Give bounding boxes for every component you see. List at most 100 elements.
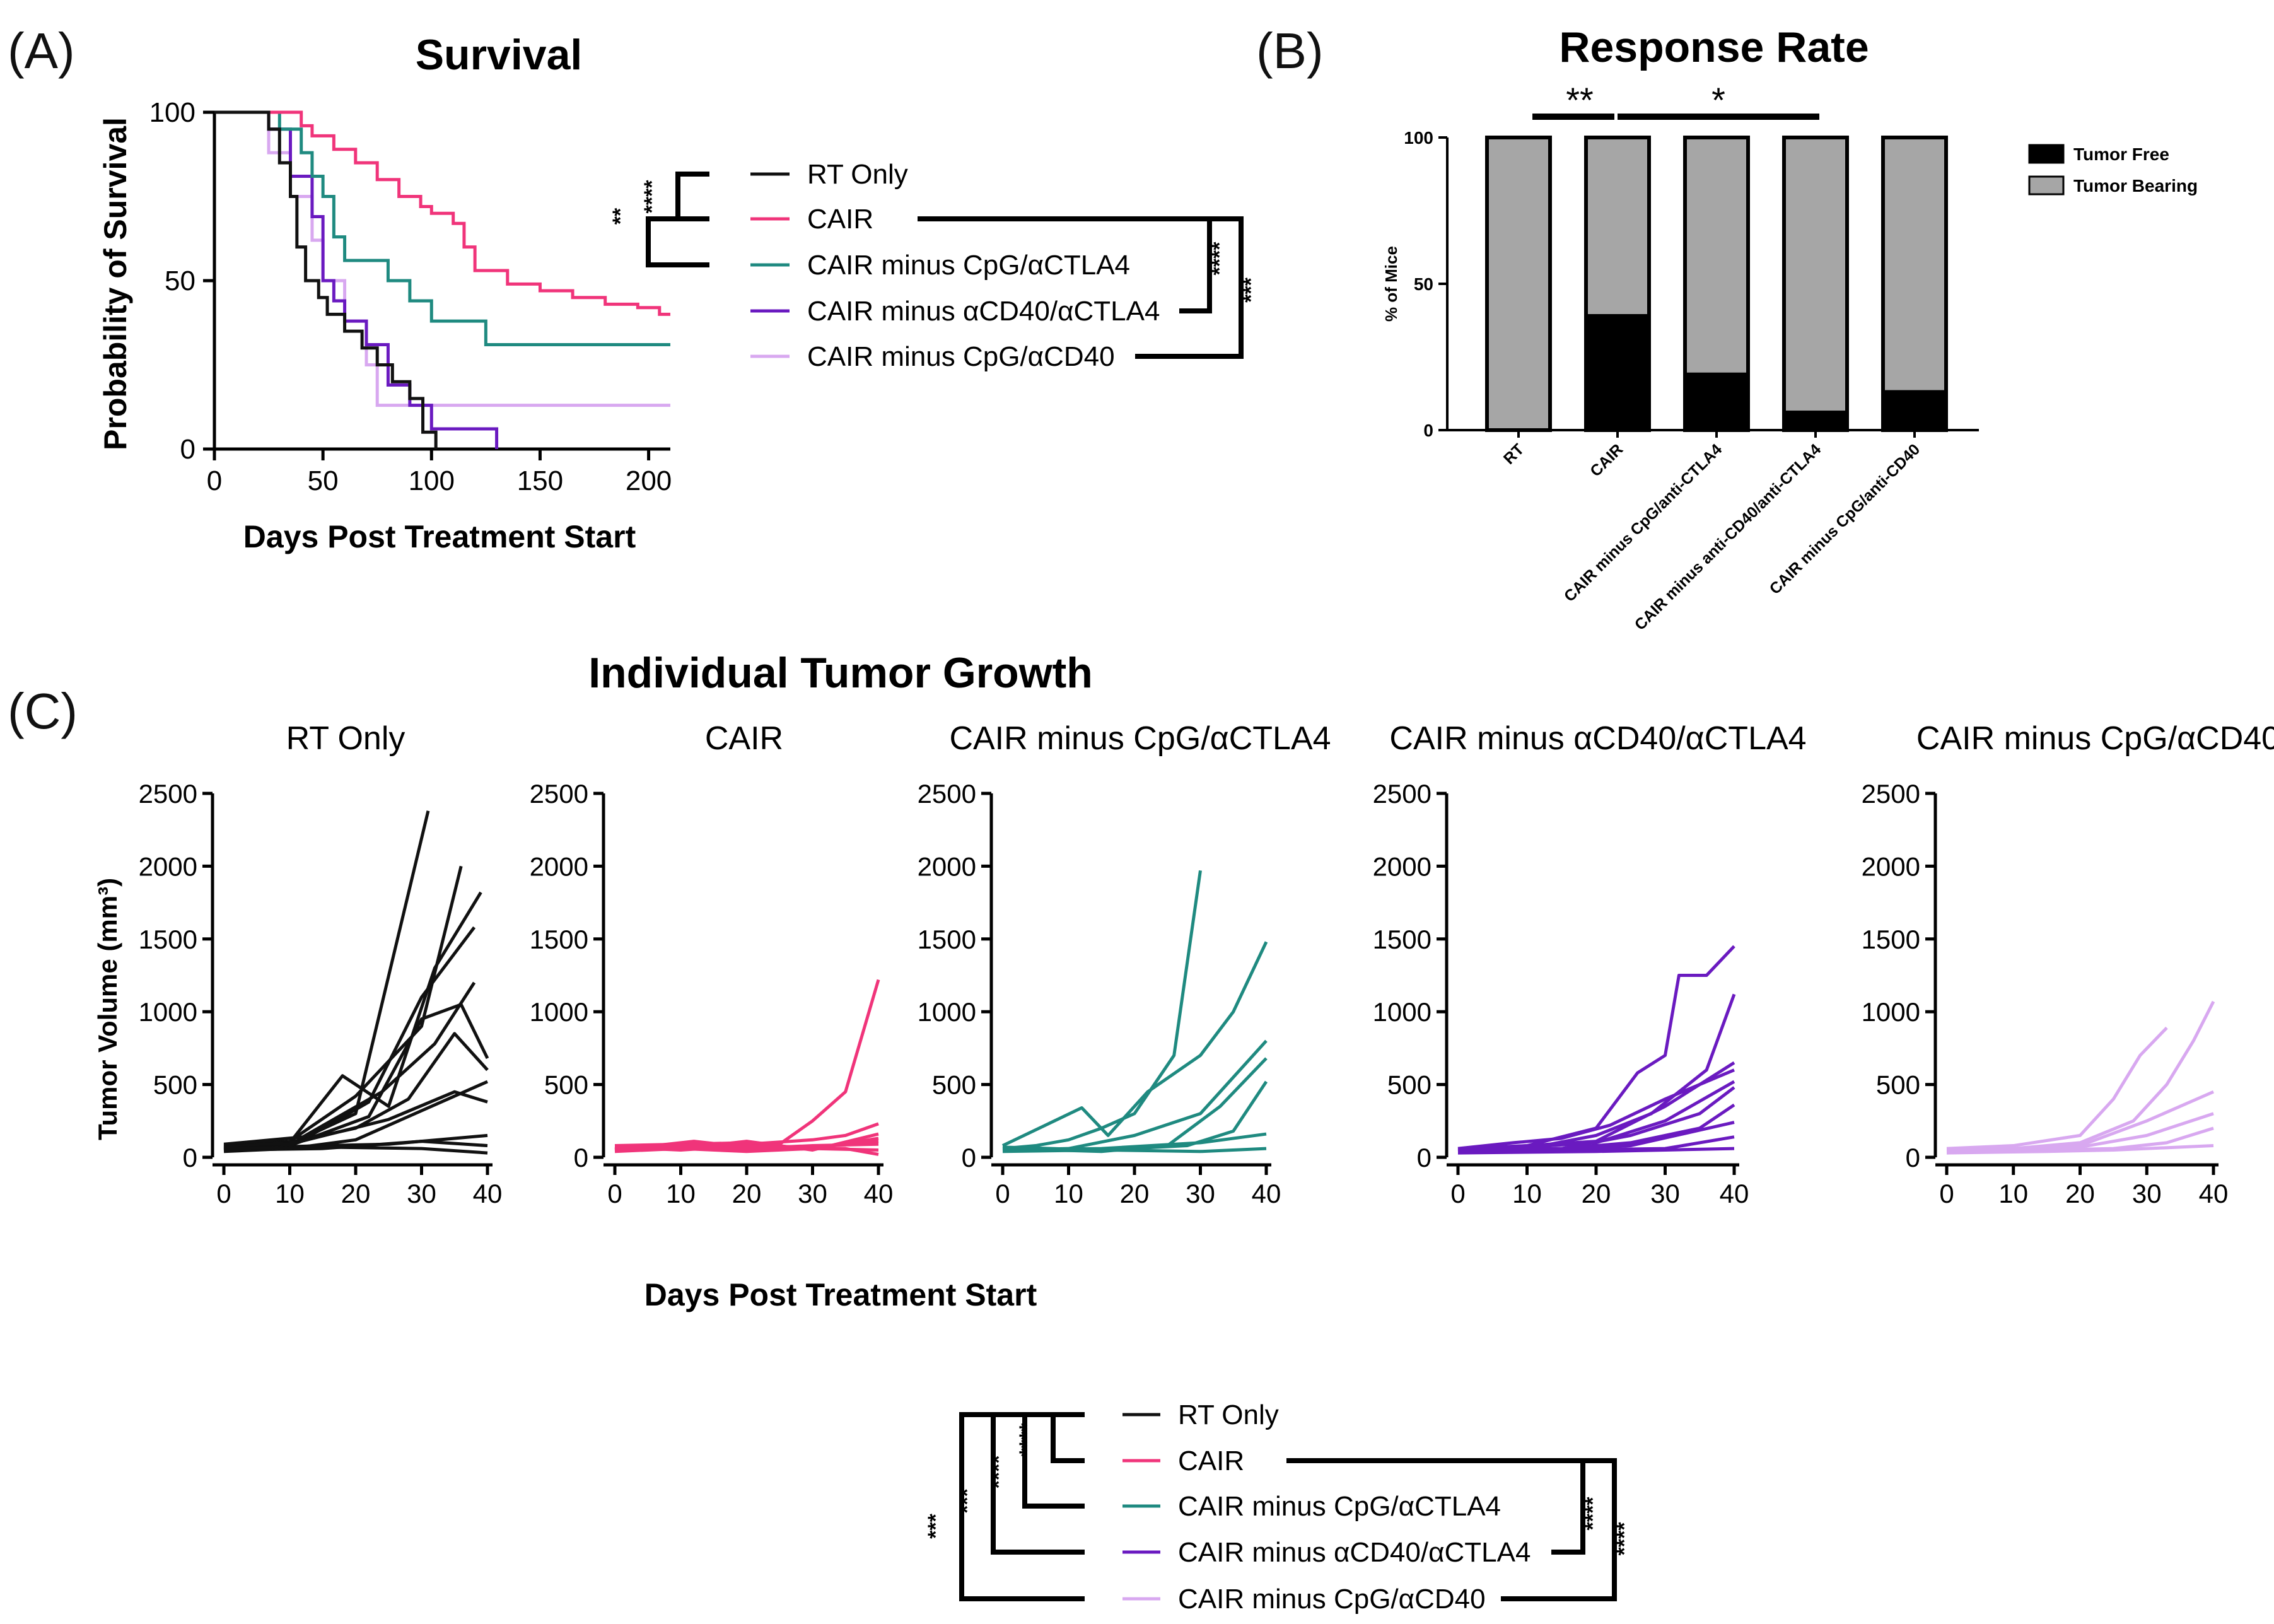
bar-tumor-free — [1584, 314, 1651, 433]
tumor-bracket — [1051, 1412, 1085, 1463]
tumor-bracket — [959, 1412, 1085, 1601]
tumor-x-tick-label: 40 — [473, 1179, 503, 1208]
tumor-panel-title: RT Only — [286, 720, 405, 757]
tumor-x-tick-label: 0 — [995, 1179, 1010, 1208]
tumor-panel-title: CAIR minus CpG/αCD40 — [1916, 720, 2274, 757]
bar-tumor-bearing — [1683, 136, 1750, 377]
response-title: Response Rate — [1559, 23, 1869, 71]
legend-label-tumor-free: Tumor Free — [2073, 144, 2169, 164]
response-rate-chart: Response Rate % of Mice 0 50 100 RT CAIRCAIR… — [1382, 23, 2198, 634]
survival-y-tick-label: 100 — [149, 97, 195, 128]
tumor-y-tick-label: 2000 — [1862, 851, 1920, 881]
tumor-curve — [1457, 1068, 1735, 1150]
tumor-significance-label: **** — [987, 1455, 1011, 1489]
survival-x-tick-label: 0 — [207, 465, 222, 496]
tumor-y-tick-label: 500 — [544, 1070, 588, 1100]
tumor-y-tick-label: 1000 — [1373, 997, 1431, 1027]
tumor-legend-label: CAIR minus CpG/αCTLA4 — [1178, 1491, 1501, 1522]
tumor-curve — [223, 1090, 488, 1148]
response-category-label: CAIR — [1587, 440, 1626, 480]
tumor-y-tick-label: 0 — [574, 1143, 588, 1172]
tumor-panel-title: CAIR minus CpG/αCTLA4 — [949, 720, 1331, 757]
survival-x-tick-label: 100 — [409, 465, 455, 496]
tumor-curve — [1458, 1135, 1735, 1152]
response-category-label: CAIR minus CpG/anti-CTLA4 — [1561, 440, 1725, 605]
survival-curve-cair-minus-acd40-actla4 — [214, 110, 499, 449]
response-significance-label: * — [1711, 80, 1725, 120]
tumor-y-tick-label: 2500 — [1862, 779, 1920, 809]
tumor-growth-charts: Individual Tumor Growth Tumor Volume (mm… — [93, 649, 2274, 1615]
response-y-tick-label: 50 — [1414, 274, 1433, 294]
tumor-x-tick-label: 20 — [1120, 1179, 1150, 1208]
tumor-panel-cair-minus-acd40-actla4: CAIR minus αCD40/αCTLA4 0 500 1000 1500 2000 2… — [1373, 720, 1807, 1208]
tumor-y-tick-label: 2000 — [139, 851, 197, 881]
tumor-y-tick-label: 1500 — [1373, 925, 1431, 954]
tumor-panel-rt-only: RT Only 0 500 1000 1500 2000 2500 0 10 20 30 40 — [139, 720, 503, 1208]
tumor-y-tick-label: 0 — [183, 1143, 197, 1172]
survival-legend-label: CAIR minus CpG/αCD40 — [807, 341, 1115, 372]
tumor-curve — [1457, 945, 1735, 1152]
tumor-x-tick-label: 40 — [864, 1179, 894, 1208]
tumor-x-tick-label: 30 — [1186, 1179, 1215, 1208]
tumor-x-tick-label: 20 — [341, 1179, 371, 1208]
tumor-y-tick-label: 2500 — [918, 779, 976, 809]
tumor-curve — [614, 1132, 879, 1152]
survival-curve-cair-minus-cpg-actla4 — [214, 110, 670, 346]
survival-y-tick-label: 0 — [180, 434, 195, 465]
tumor-y-tick-label: 1500 — [530, 925, 588, 954]
response-y-label: % of Mice — [1382, 246, 1401, 322]
survival-curve-cair-minus-cpg-acd40 — [214, 110, 670, 407]
tumor-y-tick-label: 1500 — [139, 925, 197, 954]
tumor-growth-x-label: Days Post Treatment Start — [644, 1277, 1037, 1312]
response-y-tick-label: 0 — [1423, 421, 1433, 440]
response-category-label: RT — [1500, 440, 1527, 467]
survival-legend-label: CAIR — [807, 204, 873, 235]
bar-tumor-bearing — [1881, 136, 1948, 394]
survival-x-tick-label: 150 — [517, 465, 563, 496]
survival-y-tick-label: 50 — [165, 266, 195, 296]
tumor-curve — [1946, 1144, 2214, 1155]
tumor-y-tick-label: 2000 — [530, 851, 588, 881]
tumor-x-tick-label: 40 — [1720, 1179, 1749, 1208]
response-y-tick-label: 100 — [1404, 128, 1433, 148]
bar-tumor-free — [1881, 390, 1948, 432]
tumor-volume-y-label: Tumor Volume (mm³) — [93, 878, 122, 1140]
survival-curve-rt-only — [214, 110, 438, 449]
tumor-x-tick-label: 0 — [607, 1179, 622, 1208]
tumor-panel-cair-minus-cpg-actla4: CAIR minus CpG/αCTLA4 0 500 1000 1500 2000 250… — [918, 720, 1331, 1208]
tumor-bracket — [1450, 1458, 1617, 1601]
tumor-curve — [1457, 1147, 1735, 1155]
tumor-x-tick-label: 40 — [1252, 1179, 1281, 1208]
tumor-y-tick-label: 2500 — [139, 779, 197, 809]
tumor-x-tick-label: 10 — [1998, 1179, 2028, 1208]
tumor-x-tick-label: 30 — [407, 1179, 436, 1208]
tumor-x-tick-label: 20 — [1582, 1179, 1611, 1208]
tumor-panel-cair-minus-cpg-acd40: CAIR minus CpG/αCD40 0 500 1000 1500 2000 2500… — [1862, 720, 2274, 1208]
survival-significance-label: **** — [640, 180, 664, 214]
panel-label-c: (C) — [8, 683, 78, 739]
tumor-y-tick-label: 0 — [1417, 1143, 1431, 1172]
bar-tumor-free — [1683, 372, 1750, 433]
tumor-y-tick-label: 2000 — [918, 851, 976, 881]
tumor-curve — [1002, 870, 1202, 1150]
bar-tumor-free — [1782, 411, 1849, 432]
legend-swatch-tumor-bearing — [2028, 175, 2065, 196]
tumor-y-tick-label: 0 — [1906, 1143, 1920, 1172]
tumor-x-tick-label: 20 — [732, 1179, 762, 1208]
tumor-x-tick-label: 0 — [216, 1179, 231, 1208]
legend-label-tumor-bearing: Tumor Bearing — [2073, 176, 2198, 196]
tumor-x-tick-label: 30 — [798, 1179, 827, 1208]
tumor-y-tick-label: 1000 — [530, 997, 588, 1027]
tumor-curve — [614, 979, 880, 1148]
survival-bracket — [918, 216, 1212, 313]
tumor-x-tick-label: 0 — [1450, 1179, 1465, 1208]
tumor-x-tick-label: 10 — [275, 1179, 305, 1208]
tumor-legend-label: CAIR minus CpG/αCD40 — [1178, 1584, 1486, 1615]
tumor-significance-label: *** — [924, 1513, 948, 1538]
tumor-bracket — [1286, 1458, 1585, 1555]
survival-x-tick-label: 200 — [626, 465, 672, 496]
tumor-curve — [223, 1032, 489, 1149]
tumor-legend-label: CAIR — [1178, 1446, 1244, 1476]
survival-x-tick-label: 50 — [308, 465, 339, 496]
